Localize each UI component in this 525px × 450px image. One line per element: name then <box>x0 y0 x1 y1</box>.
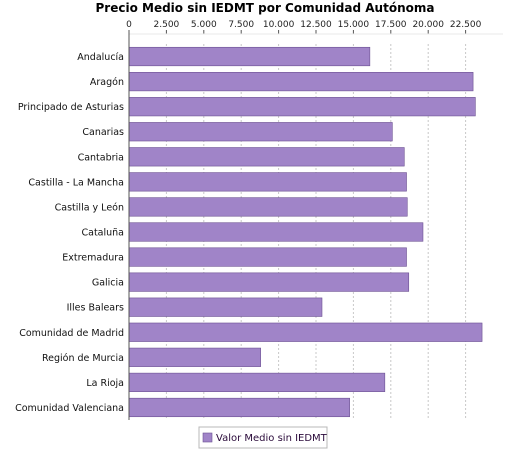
bar <box>128 197 408 217</box>
category-label: Andalucía <box>77 52 124 63</box>
bar <box>128 222 424 242</box>
category-label: Cataluña <box>81 228 124 239</box>
tick-label: 0 <box>126 20 132 30</box>
category-label: Extremadura <box>62 253 124 264</box>
bar <box>128 297 323 317</box>
bar <box>128 272 410 292</box>
category-label: Castilla y León <box>55 202 124 213</box>
tick-label: 15.000 <box>338 20 370 30</box>
tick-label: 22.500 <box>450 20 482 30</box>
legend-label: Valor Medio sin IEDMT <box>216 433 328 444</box>
tick-label: 5.000 <box>191 20 217 30</box>
chart-title: Precio Medio sin IEDMT por Comunidad Aut… <box>96 1 435 15</box>
legend-frame <box>198 426 328 449</box>
category-labels: Andalucía Aragón Principado de Asturias Can… <box>15 52 124 414</box>
category-label: Comunidad de Madrid <box>19 328 124 339</box>
category-label: Aragón <box>90 77 124 88</box>
bar <box>128 172 407 192</box>
tick-label: 20.000 <box>412 20 444 30</box>
category-label: Castilla - La Mancha <box>28 177 124 188</box>
category-label: Comunidad Valenciana <box>15 403 124 414</box>
legend-swatch <box>202 432 213 443</box>
category-label: Cantabria <box>78 152 124 163</box>
bar <box>128 46 371 67</box>
tick-label: 2.500 <box>154 20 180 30</box>
bar <box>128 397 350 418</box>
bar <box>128 122 393 142</box>
bar <box>128 322 483 342</box>
category-label: Principado de Asturias <box>18 102 124 113</box>
bar <box>128 97 476 117</box>
category-label: Illes Balears <box>67 303 124 314</box>
tick-label: 10.000 <box>263 20 295 30</box>
category-label: La Rioja <box>86 378 124 389</box>
bars <box>128 46 483 418</box>
tick-label: 17.500 <box>375 20 407 30</box>
tick-label: 12.500 <box>300 20 332 30</box>
bar <box>128 72 474 92</box>
category-label: Canarias <box>82 127 124 138</box>
category-label: Región de Murcia <box>42 353 124 364</box>
bar <box>128 372 386 392</box>
tick-label: 7.500 <box>228 20 254 30</box>
bar <box>128 247 407 267</box>
bar <box>128 147 405 167</box>
legend: Valor Medio sin IEDMT <box>198 426 328 449</box>
category-label: Galicia <box>92 278 124 289</box>
x-axis-ticks: 0 2.500 5.000 7.500 10.000 12.500 15.000 17.500… <box>126 20 503 35</box>
bar <box>128 347 261 367</box>
